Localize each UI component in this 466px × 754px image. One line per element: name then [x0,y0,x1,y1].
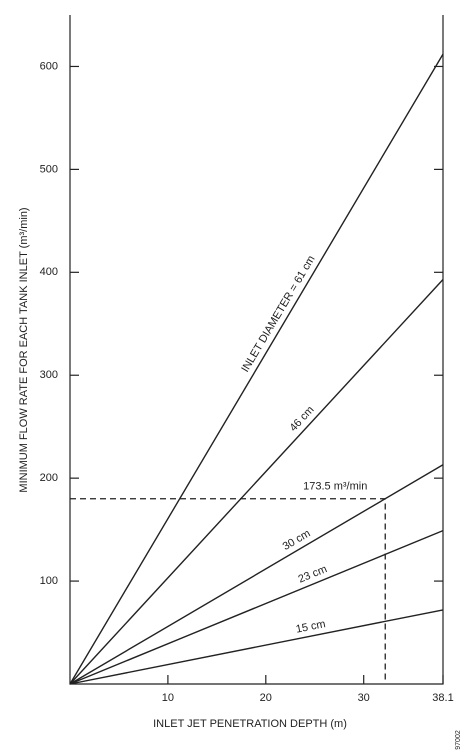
y-tick-label: 400 [40,266,58,278]
series-line [69,609,444,685]
y-axis-label: MINIMUM FLOW RATE FOR EACH TANK INLET (m… [18,207,30,492]
axes [69,15,444,685]
x-tick-label: 38.1 [432,692,453,704]
series-line [69,53,444,685]
series-label: 15 cm [295,618,327,636]
x-tick-label: 20 [260,692,272,704]
series-label: 23 cm [297,563,329,585]
y-tick-label: 200 [40,472,58,484]
figure-id: 97002 [455,730,462,750]
series-label: 30 cm [281,527,313,553]
annotation-text: 173.5 m³/min [303,481,367,493]
series-label: INLET DIAMETER = 61 cm [239,254,317,375]
y-tick-label: 600 [40,60,58,72]
series-label: 46 cm [287,404,316,434]
annotation-line [70,498,386,684]
y-tick-label: 300 [40,369,58,381]
y-tick-label: 500 [40,163,58,175]
y-tick-label: 100 [40,575,58,587]
x-tick-label: 30 [358,692,370,704]
series-line [69,464,444,685]
x-axis-label: INLET JET PENETRATION DEPTH (m) [153,718,347,730]
series-line [69,279,444,685]
series-line [69,529,444,685]
x-tick-label: 10 [162,692,174,704]
